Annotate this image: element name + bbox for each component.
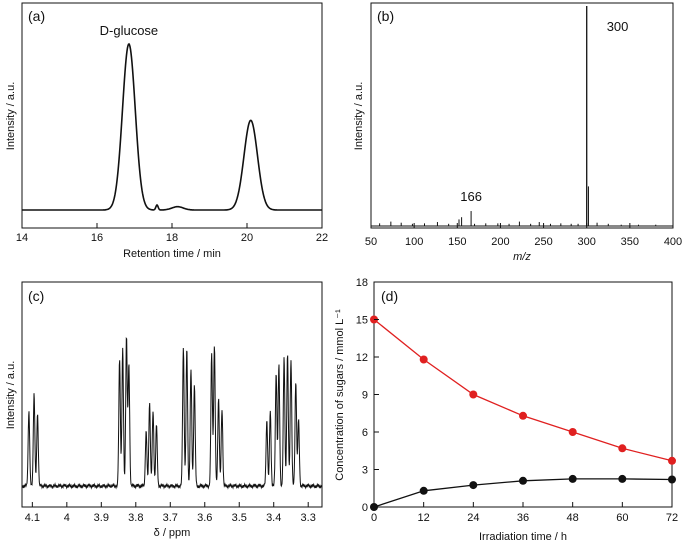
- panel-d-y-tick-label-2: 6: [362, 427, 368, 439]
- panel-d-series-0-point-6: [668, 456, 676, 465]
- panel-d-series-0-point-4: [568, 428, 577, 436]
- panel-c-frame: [21, 281, 323, 508]
- panel-a-y-axis-label: Intensity / a.u.: [5, 82, 17, 150]
- panel-a-label: (a): [28, 8, 45, 24]
- panel-d-series: [370, 315, 676, 511]
- panel-a-x-tick-label-2: 18: [166, 232, 178, 244]
- panel-a-x-axis-label: Retention time / min: [123, 248, 221, 260]
- panel-d-series-0-line: [373, 318, 673, 462]
- panel-a-x-tick-label-4: 22: [316, 232, 328, 244]
- panel-c-x-tick-label-3: 3.8: [128, 512, 143, 524]
- panel-c-label: (c): [28, 288, 44, 304]
- panel-b-spectrum: [371, 6, 673, 227]
- panel-c-x-tick-label-5: 3.6: [197, 512, 212, 524]
- panel-d-series-1-point-4: [568, 474, 577, 483]
- panel-d-x-axis-label: Irradiation time / h: [479, 531, 567, 543]
- panel-c-nmr-spectrum-line: [21, 336, 323, 490]
- panel-a: (a) D-glucose 14 16 18 20 22 Retention time …: [5, 2, 328, 260]
- panel-a-frame: [21, 2, 323, 229]
- panel-a-x-tick-label-3: 20: [241, 232, 253, 244]
- panel-d-y-tick-label-3: 9: [362, 390, 368, 402]
- panel-d-x-tick-label-1: 12: [418, 512, 430, 524]
- panel-c-y-axis-label: Intensity / a.u.: [5, 361, 17, 429]
- panel-b-x-tick-label-1: 100: [405, 236, 423, 248]
- panel-d-series-1-point-1: [419, 486, 428, 495]
- panel-a-peak-label-d-glucose: D-glucose: [100, 23, 159, 38]
- panel-b-x-tick-label-4: 250: [534, 236, 552, 248]
- panel-d-series-1-point-5: [618, 474, 627, 483]
- panel-d-x-tick-label-0: 0: [371, 512, 377, 524]
- panel-b-x-tick-label-0: 50: [365, 236, 377, 248]
- panel-d-y-tick-label-5: 15: [356, 315, 368, 327]
- panel-c-x-ticks: 4.1 4 3.9 3.8 3.7 3.6 3.5 3.4 3.3: [25, 502, 316, 524]
- panel-a-x-tick-label-1: 16: [91, 232, 103, 244]
- panel-c-x-tick-label-1: 4: [64, 512, 70, 524]
- panel-d-series-0-point-2: [469, 390, 478, 399]
- panel-b-x-ticks: 50 100 150 200 250 300 350 400: [365, 223, 682, 248]
- panel-c-x-tick-label-0: 4.1: [25, 512, 40, 524]
- panel-c: (c) 4.1 4 3.9 3.8 3.7 3.6 3.5 3.4 3.3 δ / ppm In…: [5, 281, 323, 539]
- panel-b-peak-label-166: 166: [460, 189, 482, 204]
- panel-c-x-tick-label-6: 3.5: [232, 512, 247, 524]
- panel-d-x-tick-label-2: 24: [467, 512, 479, 524]
- panel-d-x-tick-label-6: 72: [666, 512, 678, 524]
- panel-b-x-tick-label-2: 150: [448, 236, 466, 248]
- panel-a-x-ticks: 14 16 18 20 22: [16, 223, 328, 244]
- panel-b-peak-label-300: 300: [607, 19, 629, 34]
- panel-d-x-tick-label-5: 60: [616, 512, 628, 524]
- panel-c-x-tick-label-4: 3.7: [163, 512, 178, 524]
- panel-d-y-tick-label-1: 3: [362, 465, 368, 477]
- panel-d-series-0-point-1: [419, 355, 428, 364]
- panel-b-x-tick-label-5: 300: [578, 236, 596, 248]
- panel-c-x-tick-label-8: 3.3: [301, 512, 316, 524]
- panel-b: (b) 300 166 50 100 150 200 250 300 350 400 m/z …: [353, 2, 682, 263]
- panel-d-series-0-point-5: [618, 444, 627, 453]
- panel-d-frame: [373, 281, 673, 508]
- panel-b-label: (b): [377, 8, 394, 24]
- panel-a-x-tick-label-0: 14: [16, 232, 28, 244]
- panel-d-y-tick-label-6: 18: [356, 277, 368, 289]
- panel-c-x-tick-label-2: 3.9: [94, 512, 109, 524]
- panel-d-y-tick-label-0: 0: [362, 502, 368, 514]
- panel-b-y-axis-label: Intensity / a.u.: [353, 82, 365, 150]
- panel-b-x-tick-label-7: 400: [664, 236, 682, 248]
- panel-d-y-axis-label: Concentration of sugars / mmol L⁻¹: [334, 309, 346, 481]
- panel-d-x-tick-label-3: 36: [517, 512, 529, 524]
- panel-c-x-axis-label: δ / ppm: [154, 527, 191, 539]
- panel-d-series-1-point-2: [469, 481, 478, 490]
- panel-a-chromatogram-line: [22, 42, 322, 211]
- panel-d-series-0-point-3: [519, 411, 527, 420]
- panel-d-label: (d): [381, 288, 398, 304]
- panel-d-x-tick-label-4: 48: [567, 512, 579, 524]
- panel-c-x-tick-label-7: 3.4: [266, 512, 281, 524]
- panel-d-series-1-point-3: [519, 476, 527, 485]
- panel-b-x-tick-label-6: 350: [621, 236, 639, 248]
- panel-d-y-tick-label-4: 12: [356, 352, 368, 364]
- panel-b-frame: [370, 2, 674, 229]
- panel-b-x-tick-label-3: 200: [491, 236, 509, 248]
- panel-b-x-axis-label: m/z: [513, 251, 531, 263]
- panel-d-series-1-point-6: [668, 475, 676, 484]
